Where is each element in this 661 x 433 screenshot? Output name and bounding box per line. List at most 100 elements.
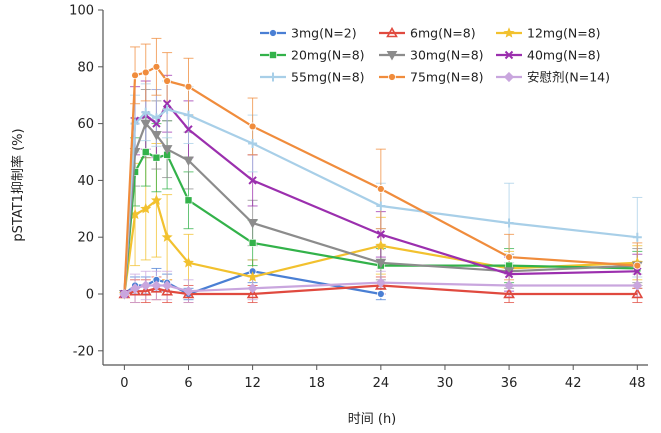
data-point bbox=[140, 280, 151, 291]
x-axis-title: 时间 (h) bbox=[348, 412, 397, 427]
x-tick-label: 6 bbox=[184, 376, 192, 391]
x-tick-label: 0 bbox=[120, 376, 128, 391]
data-point bbox=[504, 218, 514, 228]
series-line bbox=[123, 108, 638, 295]
data-point bbox=[183, 286, 194, 297]
y-tick-label: 60 bbox=[77, 117, 94, 132]
data-point bbox=[161, 231, 173, 242]
data-point bbox=[504, 50, 514, 60]
data-point bbox=[162, 280, 173, 291]
data-point bbox=[151, 130, 162, 141]
data-point bbox=[269, 29, 277, 37]
data-point bbox=[152, 62, 161, 71]
data-point bbox=[140, 203, 152, 214]
data-point bbox=[161, 285, 173, 296]
data-point bbox=[503, 71, 515, 83]
series-line bbox=[123, 65, 638, 295]
data-point bbox=[633, 261, 642, 270]
series-line bbox=[123, 198, 638, 295]
data-point bbox=[376, 185, 385, 193]
data-point bbox=[139, 285, 152, 296]
data-point bbox=[504, 280, 515, 291]
legend-label: 3mg(N=2) bbox=[291, 26, 357, 41]
data-point bbox=[129, 283, 141, 294]
data-point bbox=[131, 71, 139, 80]
data-point bbox=[632, 232, 642, 242]
data-point bbox=[183, 110, 193, 120]
data-point bbox=[248, 239, 257, 247]
data-point bbox=[151, 113, 161, 123]
data-point bbox=[140, 119, 152, 130]
data-point bbox=[184, 82, 193, 91]
data-point bbox=[163, 77, 172, 85]
data-point bbox=[184, 125, 193, 134]
series-line bbox=[123, 281, 638, 295]
series-line bbox=[124, 284, 638, 296]
series-line bbox=[123, 150, 638, 295]
legend-label: 40mg(N=8) bbox=[527, 48, 601, 63]
x-tick-label: 24 bbox=[373, 376, 390, 391]
x-tick-label: 30 bbox=[437, 376, 454, 391]
y-tick-label: 40 bbox=[77, 174, 94, 189]
data-point bbox=[631, 287, 644, 299]
legend-label: 20mg(N=8) bbox=[291, 48, 365, 63]
data-point bbox=[248, 122, 257, 131]
y-tick-label: 100 bbox=[69, 4, 94, 19]
data-point bbox=[248, 176, 257, 185]
legend-label: 30mg(N=8) bbox=[410, 48, 484, 63]
y-axis-title: pSTAT1抑制率 (%) bbox=[10, 128, 26, 241]
y-tick-label: -20 bbox=[73, 344, 94, 359]
y-tick-label: 20 bbox=[77, 231, 94, 246]
data-point bbox=[386, 26, 398, 38]
data-point bbox=[184, 196, 193, 205]
series-lines bbox=[118, 62, 644, 300]
data-point bbox=[386, 51, 398, 61]
data-point bbox=[141, 148, 150, 156]
data-point bbox=[246, 287, 259, 299]
data-point bbox=[503, 27, 515, 38]
y-tick-label: 0 bbox=[86, 288, 94, 303]
data-point bbox=[183, 156, 194, 167]
data-point bbox=[376, 201, 386, 211]
data-point bbox=[376, 230, 386, 239]
data-point bbox=[632, 280, 643, 291]
data-point bbox=[150, 194, 162, 205]
data-point bbox=[247, 219, 258, 229]
data-point bbox=[162, 99, 172, 108]
legend: 3mg(N=2) 6mg(N=8) 12mg(N=8) 20mg(N=8) 30mg(N… bbox=[260, 26, 610, 85]
data-point bbox=[376, 290, 385, 298]
x-tick-label: 18 bbox=[308, 376, 325, 391]
data-point bbox=[504, 269, 514, 279]
data-point bbox=[388, 73, 396, 81]
data-point bbox=[269, 51, 277, 59]
x-tick-label: 12 bbox=[244, 376, 261, 391]
data-point bbox=[141, 68, 150, 77]
data-point bbox=[151, 280, 162, 291]
data-point bbox=[141, 107, 151, 117]
axes: -20 0 20 40 60 80 100 0 6 12 18 24 30 36 42 48 bbox=[69, 4, 648, 391]
data-point bbox=[633, 267, 642, 276]
legend-label: 55mg(N=8) bbox=[291, 70, 365, 85]
legend-label: 12mg(N=8) bbox=[527, 26, 601, 41]
series-line bbox=[123, 121, 638, 295]
y-tick-label: 80 bbox=[77, 60, 94, 75]
data-point bbox=[247, 271, 259, 282]
data-point bbox=[247, 283, 258, 294]
data-point bbox=[503, 287, 515, 299]
data-point bbox=[375, 258, 387, 269]
data-point bbox=[268, 72, 278, 82]
data-point bbox=[248, 138, 258, 148]
legend-label: 75mg(N=8) bbox=[410, 70, 484, 85]
legend-label: 安慰剂(N=14) bbox=[527, 70, 610, 85]
x-tick-label: 42 bbox=[565, 376, 582, 391]
data-point bbox=[505, 253, 513, 261]
x-tick-label: 36 bbox=[501, 376, 518, 391]
data-point bbox=[182, 257, 194, 268]
data-point bbox=[375, 277, 386, 288]
data-point bbox=[119, 288, 130, 300]
data-point bbox=[375, 239, 387, 251]
data-point bbox=[152, 153, 161, 162]
legend-label: 6mg(N=8) bbox=[410, 26, 476, 41]
x-tick-label: 48 bbox=[629, 376, 646, 391]
